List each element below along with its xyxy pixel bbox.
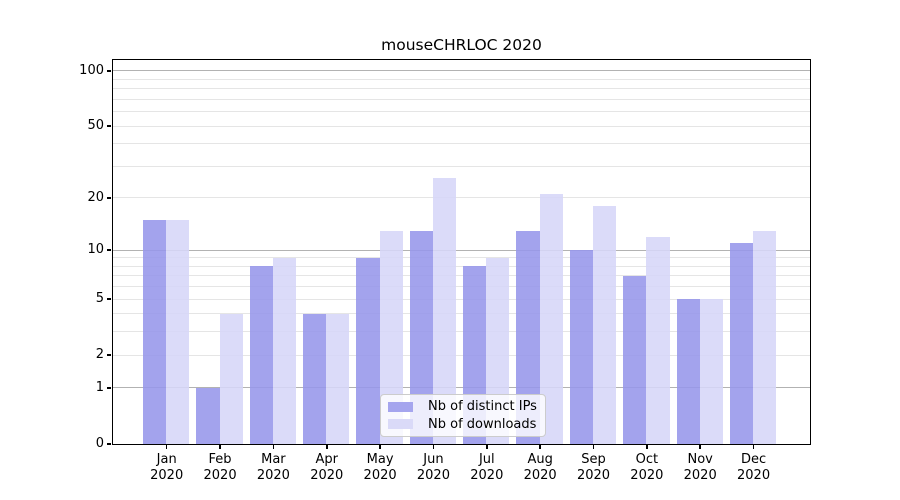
legend-label-distinct-ips: Nb of distinct IPs (428, 399, 537, 415)
x-tick-mark-mar (272, 444, 275, 449)
bar-ips-oct (623, 275, 647, 444)
gridline-minor-6 (112, 286, 810, 288)
x-tick-label-oct: Oct 2020 (630, 452, 664, 483)
x-tick-label-may: May 2020 (363, 452, 397, 483)
y-tick-label-20: 20 (87, 189, 104, 205)
gridline-minor-80 (112, 88, 810, 90)
x-tick-mark-may (379, 444, 381, 449)
bar-downloads-jun (432, 177, 457, 444)
gridline-minor-2 (112, 354, 810, 356)
gridline-minor-30 (112, 165, 810, 167)
x-tick-label-feb: Feb 2020 (203, 452, 237, 483)
x-tick-mark-nov (699, 444, 701, 449)
y-tick-mark-0 (106, 443, 111, 445)
gridline-major-100 (112, 70, 810, 72)
x-tick-mark-jan (165, 444, 168, 449)
x-tick-label-aug: Aug 2020 (523, 452, 557, 483)
x-tick-mark-jul (486, 444, 488, 449)
bar-ips-apr (303, 313, 327, 444)
bar-downloads-oct (646, 236, 670, 444)
y-tick-label-1: 1 (95, 379, 104, 395)
gridline-minor-50 (112, 125, 810, 127)
gridline-minor-9 (112, 257, 810, 259)
bar-downloads-sep (593, 206, 617, 444)
legend-swatch-downloads (388, 419, 413, 430)
gridline-major-1 (112, 387, 810, 389)
y-tick-mark-5 (106, 298, 111, 300)
y-tick-mark-2 (106, 354, 111, 356)
gridline-minor-8 (112, 265, 810, 267)
y-tick-label-5: 5 (95, 291, 104, 307)
x-tick-mark-feb (219, 444, 221, 449)
y-tick-mark-100 (106, 70, 111, 72)
gridline-minor-7 (112, 275, 810, 277)
bar-downloads-nov (699, 299, 723, 444)
gridline-minor-90 (112, 78, 810, 80)
x-tick-label-mar: Mar 2020 (256, 452, 290, 483)
y-tick-mark-50 (106, 125, 111, 127)
bar-downloads-mar (272, 257, 297, 444)
gridline-minor-3 (112, 331, 810, 333)
x-tick-mark-jun (432, 444, 435, 449)
x-tick-mark-sep (592, 444, 595, 449)
gridline-minor-70 (112, 98, 810, 100)
bar-downloads-apr (326, 313, 350, 444)
bar-downloads-dec (753, 230, 777, 444)
x-tick-label-nov: Nov 2020 (683, 452, 717, 483)
gridline-minor-40 (112, 143, 810, 145)
y-tick-mark-1 (106, 387, 111, 389)
x-tick-label-jun: Jun 2020 (416, 452, 450, 483)
bar-ips-dec (729, 243, 754, 444)
y-tick-label-10: 10 (87, 242, 104, 258)
plot-area (111, 58, 811, 445)
y-tick-label-2: 2 (95, 347, 104, 363)
bar-ips-may (356, 257, 380, 444)
bar-downloads-aug (539, 194, 563, 444)
x-tick-mark-dec (752, 444, 755, 449)
x-tick-label-jan: Jan 2020 (150, 452, 184, 483)
x-tick-mark-apr (326, 444, 328, 449)
gridline-minor-60 (112, 111, 810, 113)
y-tick-mark-10 (106, 249, 111, 251)
legend-item-distinct-ips: Nb of distinct IPs (388, 399, 538, 414)
x-tick-label-dec: Dec 2020 (737, 452, 771, 483)
bar-ips-mar (249, 266, 273, 444)
y-tick-label-50: 50 (87, 118, 104, 134)
bar-downloads-may (379, 230, 403, 444)
y-tick-mark-20 (106, 197, 111, 199)
gridline-major-10 (112, 249, 810, 251)
legend-item-downloads: Nb of downloads (388, 417, 538, 432)
bar-ips-jun (409, 230, 433, 444)
bar-ips-aug (516, 230, 540, 444)
legend: Nb of distinct IPs Nb of downloads (380, 394, 546, 437)
bar-downloads-jan (166, 219, 190, 444)
gridline-minor-4 (112, 313, 810, 315)
y-tick-label-0: 0 (95, 436, 104, 451)
x-tick-label-sep: Sep 2020 (576, 452, 611, 483)
legend-swatch-distinct-ips (388, 401, 413, 412)
x-tick-label-jul: Jul 2020 (470, 452, 504, 483)
x-tick-mark-oct (646, 444, 648, 449)
bar-ips-sep (569, 250, 593, 444)
y-tick-label-100: 100 (79, 62, 104, 78)
bar-ips-nov (676, 299, 700, 444)
bar-ips-feb (196, 387, 220, 444)
gridline-minor-5 (112, 298, 810, 300)
x-tick-mark-aug (539, 444, 541, 449)
bar-ips-jan (143, 219, 167, 444)
gridline-minor-20 (112, 197, 810, 199)
chart-title: mouseCHRLOC 2020 (381, 36, 542, 54)
x-tick-label-apr: Apr 2020 (310, 452, 344, 483)
legend-label-downloads: Nb of downloads (428, 416, 537, 432)
bar-downloads-feb (219, 313, 243, 444)
